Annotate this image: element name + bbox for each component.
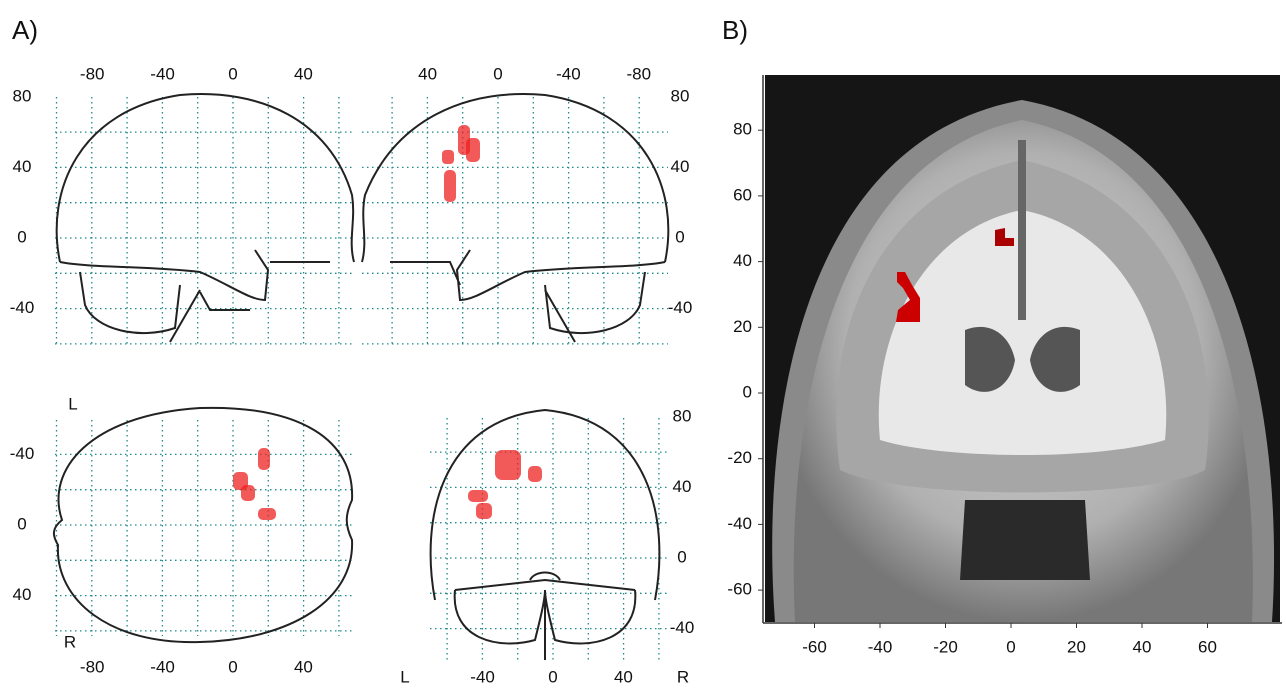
y-tick-label: 0	[17, 227, 26, 246]
blob	[476, 503, 492, 519]
blob	[466, 138, 480, 162]
y-tick-label: -40	[10, 444, 35, 463]
y-tick-label: -40	[668, 298, 693, 317]
midline	[1018, 140, 1026, 320]
orientation-label: L	[400, 667, 409, 686]
y-tick-label: 80	[673, 407, 692, 426]
x-tick-label: 40	[294, 64, 313, 83]
blob	[442, 150, 454, 164]
x-tick-label: -40	[150, 657, 175, 676]
brain-outlines	[54, 94, 668, 660]
x-tick-label: 40	[294, 657, 313, 676]
y-tick-label: 40	[13, 585, 32, 604]
y-tick-label: 0	[743, 382, 752, 401]
y-tick-label: -40	[670, 618, 695, 637]
figure: A) B) -80-4004080400-40400-40-808	[0, 0, 1286, 688]
x-tick-label: 40	[1133, 637, 1152, 656]
blob	[528, 466, 542, 482]
x-tick-label: -60	[802, 637, 827, 656]
y-tick-label: 40	[671, 157, 690, 176]
activation-blobs	[233, 125, 542, 520]
x-tick-label: 0	[493, 64, 502, 83]
mri-slice	[765, 75, 1280, 622]
y-tick-label: 0	[17, 514, 26, 533]
x-tick-label: 60	[1198, 637, 1217, 656]
y-tick-label: 20	[733, 317, 752, 336]
sinus	[960, 500, 1090, 580]
panel-label: A)	[12, 15, 38, 45]
axial-outline	[54, 408, 352, 642]
blob	[495, 450, 521, 480]
x-tick-label: -40	[868, 637, 893, 656]
x-tick-label: -40	[470, 667, 495, 686]
y-tick-label: 0	[675, 227, 684, 246]
orientation-label: R	[677, 667, 689, 686]
blob	[241, 485, 255, 501]
blob	[444, 170, 456, 202]
x-tick-label: -40	[556, 64, 581, 83]
x-tick-label: 0	[1006, 637, 1015, 656]
y-tick-label: 60	[733, 185, 752, 204]
y-tick-label: 80	[13, 87, 32, 106]
blob	[258, 508, 276, 520]
x-tick-label: -80	[80, 64, 105, 83]
x-tick-label: -80	[80, 657, 105, 676]
y-tick-label: 80	[671, 87, 690, 106]
x-tick-label: 40	[614, 667, 633, 686]
x-tick-label: -40	[150, 64, 175, 83]
x-tick-label: 0	[228, 64, 237, 83]
y-tick-label: 0	[677, 547, 686, 566]
sagittal-left-outline	[57, 94, 354, 342]
x-tick-label: 20	[1067, 637, 1086, 656]
y-tick-label: -40	[727, 514, 752, 533]
y-tick-label: -60	[727, 580, 752, 599]
y-tick-label: 80	[733, 120, 752, 139]
x-tick-label: -80	[627, 64, 652, 83]
x-tick-label: -20	[933, 637, 958, 656]
x-tick-label: 40	[418, 64, 437, 83]
y-tick-label: 40	[733, 251, 752, 270]
x-tick-label: 0	[548, 667, 557, 686]
blob	[468, 490, 488, 502]
y-tick-label: 40	[13, 157, 32, 176]
blob	[258, 448, 270, 470]
orientation-label: R	[64, 632, 76, 651]
y-tick-label: -40	[10, 298, 35, 317]
page: {"panel_a": {"label": "A)", "sagittal_le…	[0, 0, 1286, 688]
coronal-outline	[431, 410, 660, 660]
panel-label: B)	[722, 15, 748, 45]
x-tick-label: 0	[228, 657, 237, 676]
glass-brain-grids	[55, 97, 668, 663]
y-tick-label: -20	[727, 448, 752, 467]
y-tick-label: 40	[673, 477, 692, 496]
orientation-label: L	[68, 394, 77, 413]
